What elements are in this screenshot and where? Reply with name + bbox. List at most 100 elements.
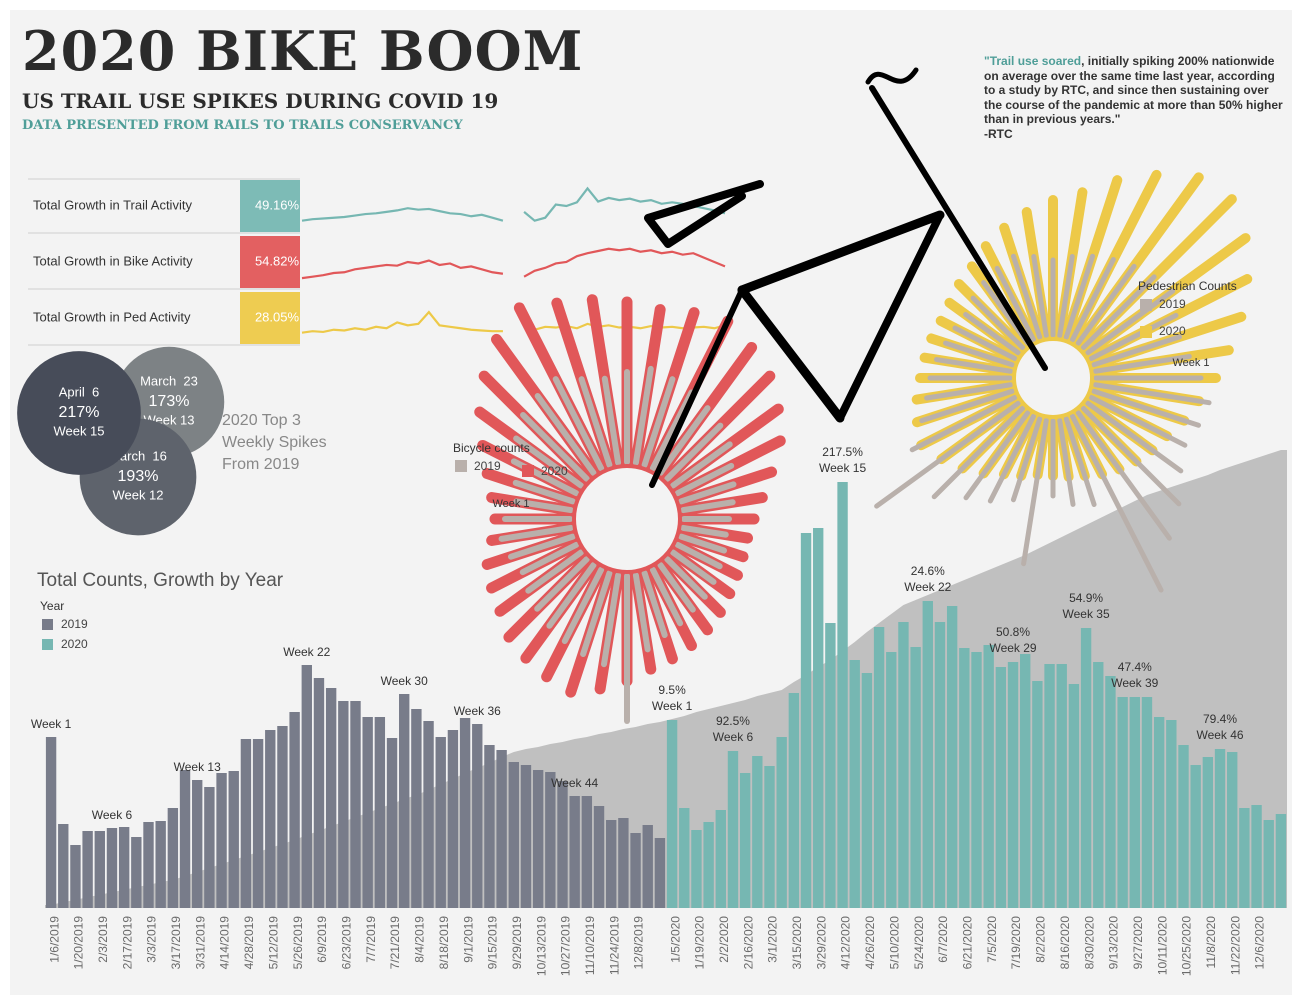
bar — [362, 717, 373, 908]
frame-stay — [649, 287, 745, 488]
bubble-date: April 6 — [59, 384, 99, 399]
spoke — [632, 572, 651, 653]
kpi-box — [240, 180, 300, 232]
bar — [179, 770, 191, 908]
x-tick-label: 3/31/2019 — [193, 916, 207, 970]
week-label: Week 29 — [989, 641, 1036, 655]
kpi-label: Total Growth in Trail Activity — [33, 197, 192, 212]
bar — [1105, 676, 1116, 908]
title: 2020 BIKE BOOM — [22, 19, 583, 83]
bar — [1032, 681, 1043, 908]
quote-highlight: "Trail use soared — [984, 54, 1082, 68]
bubble-caption: From 2019 — [222, 456, 299, 473]
bar — [691, 830, 702, 908]
legend-title: Pedestrian Counts — [1138, 279, 1237, 293]
week-label: Week 22 — [283, 645, 330, 659]
week-label: Week 44 — [551, 776, 598, 790]
x-tick-label: 6/7/2020 — [936, 916, 950, 963]
x-tick-label: 8/16/2020 — [1058, 916, 1072, 970]
source: DATA PRESENTED FROM RAILS TO TRAILS CONS… — [22, 118, 463, 133]
bar — [825, 623, 836, 908]
bar — [666, 720, 678, 908]
x-tick-label: 10/13/2019 — [534, 916, 548, 976]
x-tick-label: 10/11/2020 — [1155, 916, 1169, 975]
growth-label: 217.5% — [822, 445, 863, 459]
spoke — [1075, 410, 1172, 541]
spoke — [601, 375, 622, 466]
spoke — [1070, 256, 1116, 343]
bar — [569, 796, 580, 908]
spoke — [933, 357, 1014, 374]
x-tick-label: 6/21/2020 — [960, 916, 974, 970]
bar — [654, 838, 666, 908]
spoke — [670, 441, 733, 489]
kpi-value: 49.16% — [255, 197, 300, 212]
x-tick-label: 11/22/2020 — [1228, 916, 1242, 975]
week-label: Week 6 — [713, 730, 754, 744]
spoke — [632, 365, 654, 466]
spoke — [924, 382, 1014, 401]
bar — [764, 766, 775, 908]
start-label: Week 1 — [1172, 357, 1209, 369]
spoke — [674, 541, 723, 570]
spoke — [513, 435, 584, 489]
spoke — [1085, 288, 1176, 356]
x-tick-label: 4/26/2020 — [863, 916, 877, 970]
bar-chart: Week 1 Week 6 Week 13 Week 22 Week 30 Week 36… — [31, 445, 1287, 976]
bar — [849, 660, 860, 908]
quote-attribution: -RTC — [984, 126, 1013, 141]
spoke — [919, 388, 1015, 424]
x-tick-label: 11/10/2019 — [583, 916, 597, 975]
x-tick-label: 1/19/2020 — [693, 916, 707, 970]
bar — [192, 780, 203, 908]
x-tick-label: 1/20/2019 — [72, 916, 86, 970]
spoke — [1088, 312, 1179, 361]
spoke — [1010, 253, 1043, 340]
bicycle-frame — [644, 67, 1048, 488]
spoke — [498, 524, 574, 542]
bar — [946, 606, 958, 908]
bar — [1202, 757, 1214, 908]
legend-label: 2019 — [474, 459, 501, 473]
spoke — [578, 376, 613, 468]
bar — [788, 693, 800, 908]
bar — [739, 773, 751, 908]
x-tick-label: 2/17/2019 — [120, 916, 134, 970]
x-tick-label: 9/27/2020 — [1131, 916, 1145, 970]
bar — [204, 787, 215, 908]
bubble-caption: Weekly Spikes — [222, 434, 327, 451]
bar — [1227, 752, 1238, 908]
kpi-box — [240, 236, 300, 288]
spoke — [1091, 388, 1202, 428]
bar — [861, 673, 873, 908]
spoke — [970, 295, 1026, 351]
spoke — [561, 566, 605, 645]
x-tick-label: 8/30/2020 — [1082, 916, 1096, 970]
frame-top-tube — [737, 210, 945, 295]
week-label: Week 1 — [31, 717, 72, 731]
spoke — [874, 400, 1021, 509]
x-tick-label: 3/1/2020 — [766, 916, 780, 963]
bar — [886, 652, 897, 908]
spoke — [664, 556, 708, 600]
spoke — [657, 562, 696, 613]
bar — [1239, 808, 1250, 908]
bar — [289, 712, 300, 908]
bar — [265, 730, 276, 908]
x-tick-label: 8/4/2019 — [413, 916, 427, 963]
week-label: Week 1 — [652, 699, 693, 713]
bar — [934, 622, 946, 908]
bar — [70, 845, 81, 908]
bar — [1044, 664, 1055, 908]
spoke — [963, 410, 1031, 501]
bar — [472, 724, 483, 908]
week-label: Week 15 — [819, 461, 866, 475]
bar — [727, 751, 739, 908]
bar — [240, 739, 252, 908]
bar — [386, 738, 398, 908]
bar — [508, 762, 519, 908]
spoke — [1092, 382, 1212, 406]
x-tick-label: 6/23/2019 — [339, 916, 353, 970]
bar — [167, 808, 179, 908]
